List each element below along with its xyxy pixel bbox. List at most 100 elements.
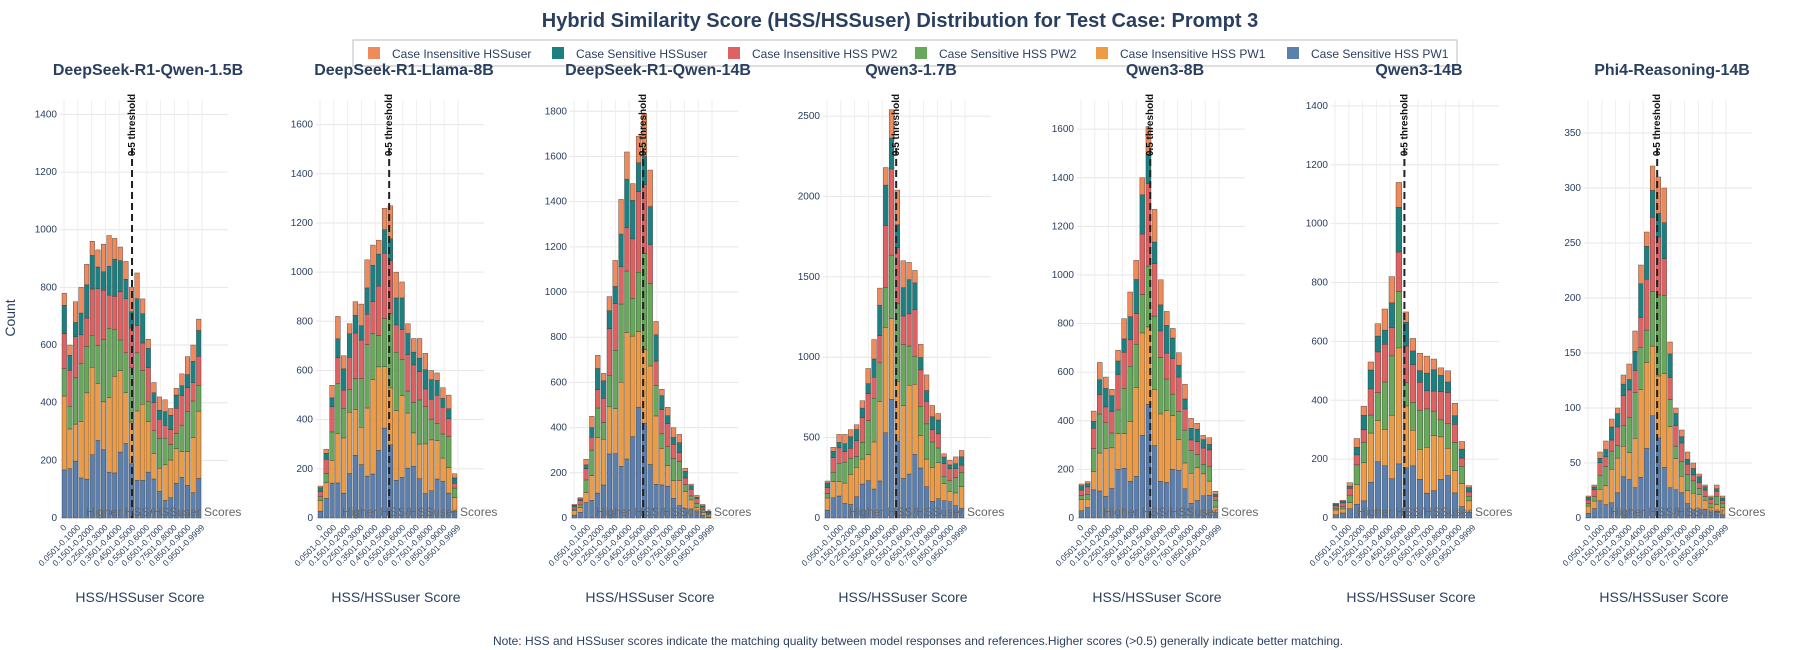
panel: Qwen3-8B 0 200 400 600 800 1000 1200 1400 1600 0.5… (1052, 62, 1259, 605)
bar-segment (1360, 429, 1367, 443)
bar-segment (145, 400, 151, 422)
y-tick-label: 1400 (1052, 173, 1075, 184)
bar-segment (411, 338, 417, 353)
bar-segment (1679, 436, 1685, 444)
bar-segment (1097, 490, 1103, 519)
bar-segment (871, 397, 877, 443)
bar-segment (190, 382, 196, 402)
legend-item[interactable]: Case Sensitive HSS PW2 (915, 47, 1077, 61)
bar-segment (1585, 499, 1591, 504)
bar-segment (659, 409, 665, 435)
legend-item[interactable]: Case Sensitive HSS PW1 (1287, 47, 1449, 61)
bar-segment (89, 255, 95, 290)
bar-segment (1206, 466, 1213, 482)
bar-segment (112, 329, 118, 377)
bar-segment (1339, 502, 1346, 507)
bar-segment (190, 361, 196, 383)
bar-segment (1626, 417, 1632, 453)
bar-segment (571, 510, 577, 516)
bar-segment (935, 462, 941, 499)
bar-segment (612, 408, 618, 454)
bar-segment (830, 497, 836, 519)
bar-segment (134, 325, 140, 354)
bar-segment (440, 398, 446, 408)
bar-segment (168, 459, 174, 498)
bar-segment (848, 448, 854, 459)
legend-item[interactable]: Case Insensitive HSSuser (368, 47, 531, 61)
bar-segment (434, 372, 440, 381)
chart-note: Note: HSS and HSSuser scores indicate th… (493, 634, 1343, 648)
bar-segment (958, 464, 965, 473)
bar-segment (446, 408, 452, 419)
bar-segment (888, 254, 895, 319)
bar-segment (1170, 393, 1176, 416)
bar-segment (571, 506, 577, 510)
bar-segment (842, 451, 848, 463)
bar-segment (1078, 485, 1085, 491)
bar-segment (61, 292, 67, 306)
bar-segment (595, 437, 601, 494)
bar-segment (89, 288, 95, 336)
legend-item[interactable]: Case Insensitive HSS PW1 (1096, 47, 1266, 61)
threshold-label: 0.5 threshold (891, 94, 902, 156)
bar-segment (145, 348, 151, 368)
bar-segment (1585, 513, 1591, 519)
bar-segment (953, 468, 959, 478)
bar-segment (935, 419, 941, 435)
bar-segment (1145, 126, 1152, 155)
y-tick-label: 1400 (291, 169, 314, 180)
bar-segment (173, 448, 179, 484)
legend-label: Case Sensitive HSS PW1 (1311, 47, 1449, 61)
bar-segment (1078, 483, 1085, 487)
bar-segment (1090, 428, 1097, 449)
bar-segment (1661, 222, 1667, 260)
bar-segment (1409, 350, 1416, 365)
bar-segment (1151, 315, 1158, 390)
bar-segment (162, 411, 168, 426)
x-tick-label: 0 (1075, 522, 1086, 533)
bar-segment (323, 453, 329, 460)
bar-segment (1409, 402, 1416, 431)
bar-segment (906, 313, 912, 347)
bar-segment (329, 406, 335, 433)
y-tick-label: 600 (40, 340, 57, 351)
bar-segment (1084, 507, 1091, 519)
panel-title: Qwen3-8B (1126, 62, 1204, 79)
bar-segment (323, 473, 329, 483)
bar-segment (1465, 496, 1472, 502)
bar-segment (682, 484, 688, 492)
bar-segment (1097, 362, 1103, 380)
legend-swatch (368, 47, 380, 59)
bar-segment (1603, 466, 1609, 487)
bar-segment (1620, 383, 1626, 396)
bar-segment (1603, 504, 1609, 519)
bar-segment (1423, 355, 1430, 374)
x-tick-label: 0 (314, 522, 325, 533)
bar-segment (184, 374, 190, 388)
bar-segment (451, 473, 458, 479)
bar-segment (106, 235, 112, 267)
panel: Qwen3-1.7B 0 500 1000 1500 2000 2500 0.5 thresh… (798, 62, 1005, 605)
bar-segment (929, 467, 935, 502)
bar-segment (1690, 468, 1696, 476)
bar-segment (1437, 419, 1444, 438)
bar-segment (428, 418, 434, 441)
bar-segment (1423, 390, 1430, 410)
bar-segment (352, 332, 358, 379)
bar-segment (1084, 494, 1091, 500)
legend-item[interactable]: Case Insensitive HSS PW2 (728, 47, 898, 61)
bar-segment (1597, 489, 1603, 501)
bar-segment (376, 366, 382, 451)
bar-segment (659, 448, 665, 486)
bar-segment (95, 288, 101, 346)
bar-segment (606, 328, 612, 376)
legend-item[interactable]: Case Sensitive HSSuser (552, 47, 707, 61)
bar-segment (1360, 462, 1367, 502)
bar-segment (612, 286, 618, 305)
bar-segment (1097, 452, 1103, 492)
bar-segment (1708, 497, 1714, 500)
bar-segment (1597, 475, 1603, 490)
bar-segment (1667, 426, 1673, 488)
bar-segment (341, 389, 347, 409)
bar-segment (1367, 361, 1374, 371)
